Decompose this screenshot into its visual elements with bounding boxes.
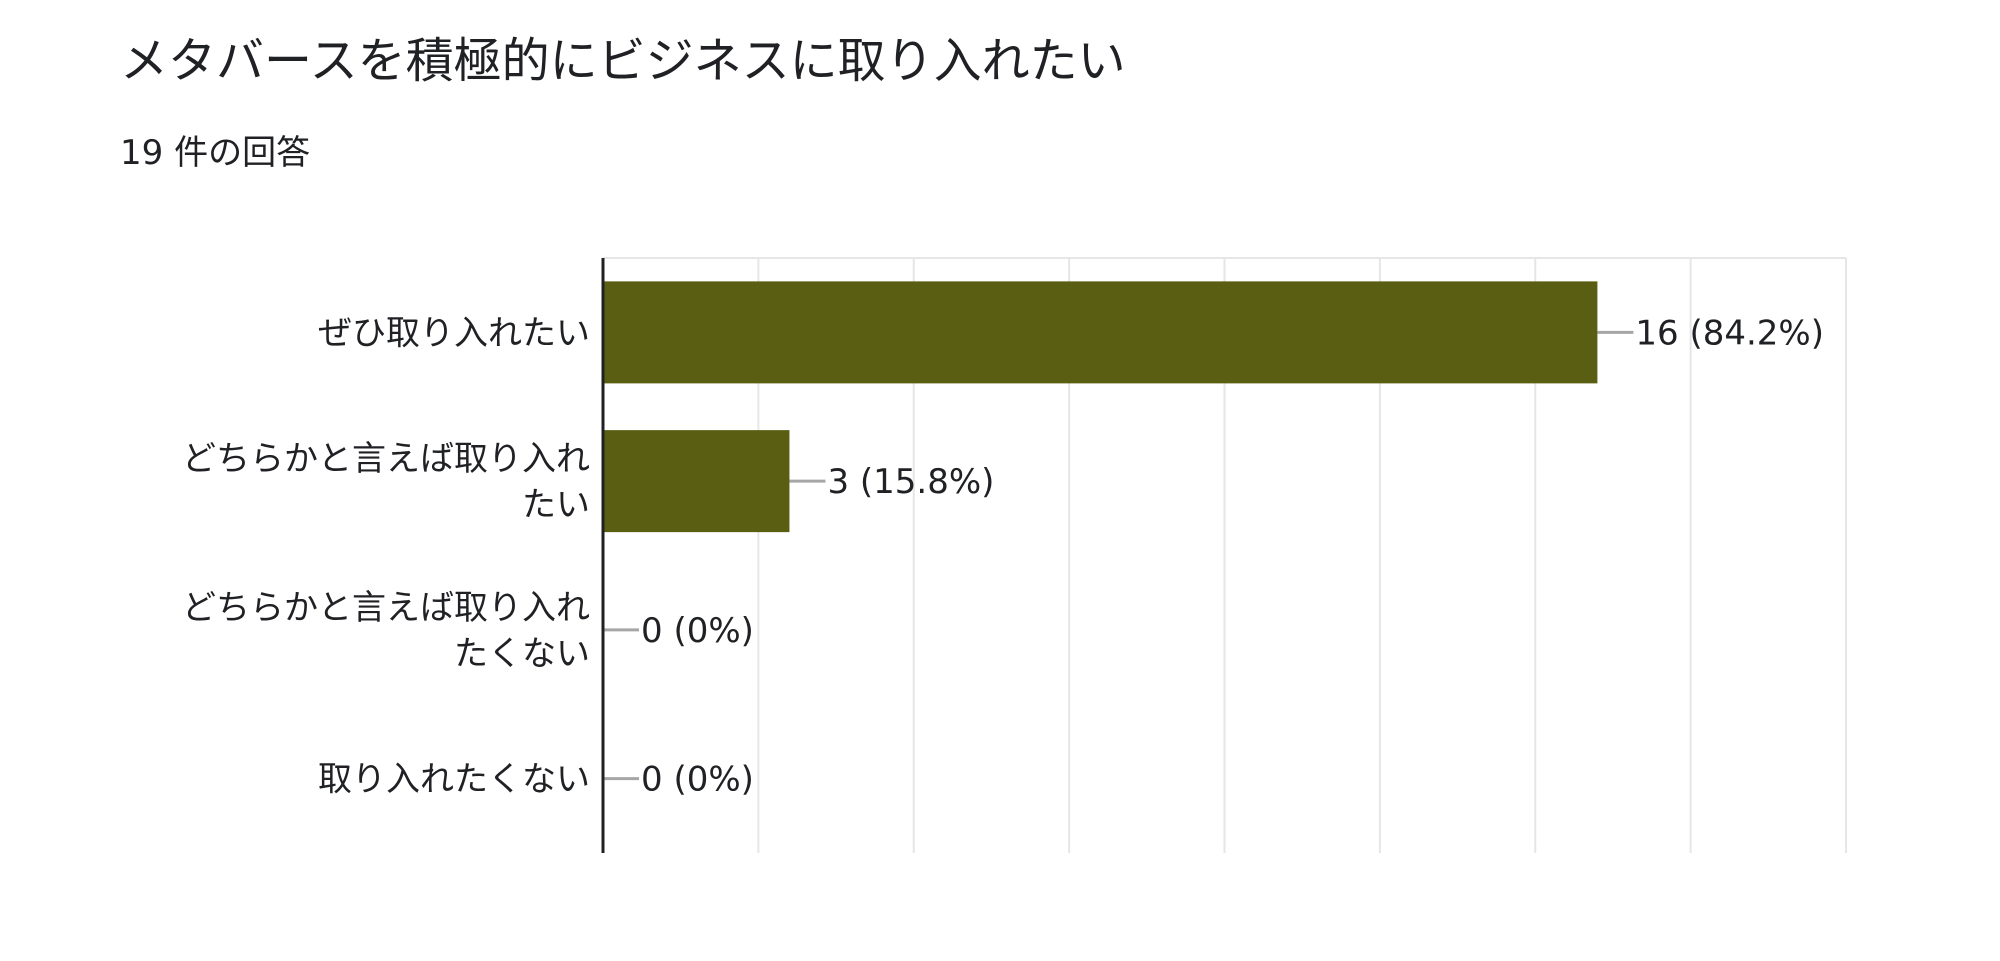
category-label: 取り入れたくない: [318, 760, 590, 800]
bar: [603, 430, 790, 533]
data-label: 0 (0%): [641, 611, 754, 651]
data-label: 0 (0%): [641, 760, 754, 800]
category-label: どちらかと言えば取り入れたい: [182, 439, 590, 525]
data-label: 3 (15.8%): [827, 462, 994, 502]
question-title: メタバースを積極的にビジネスに取り入れたい: [120, 33, 1126, 89]
category-label: どちらかと言えば取り入れたくない: [182, 588, 590, 674]
category-label: ぜひ取り入れたい: [318, 313, 590, 353]
bar: [603, 281, 1598, 384]
data-label: 16 (84.2%): [1635, 313, 1824, 353]
response-count: 19 件の回答: [120, 133, 311, 173]
